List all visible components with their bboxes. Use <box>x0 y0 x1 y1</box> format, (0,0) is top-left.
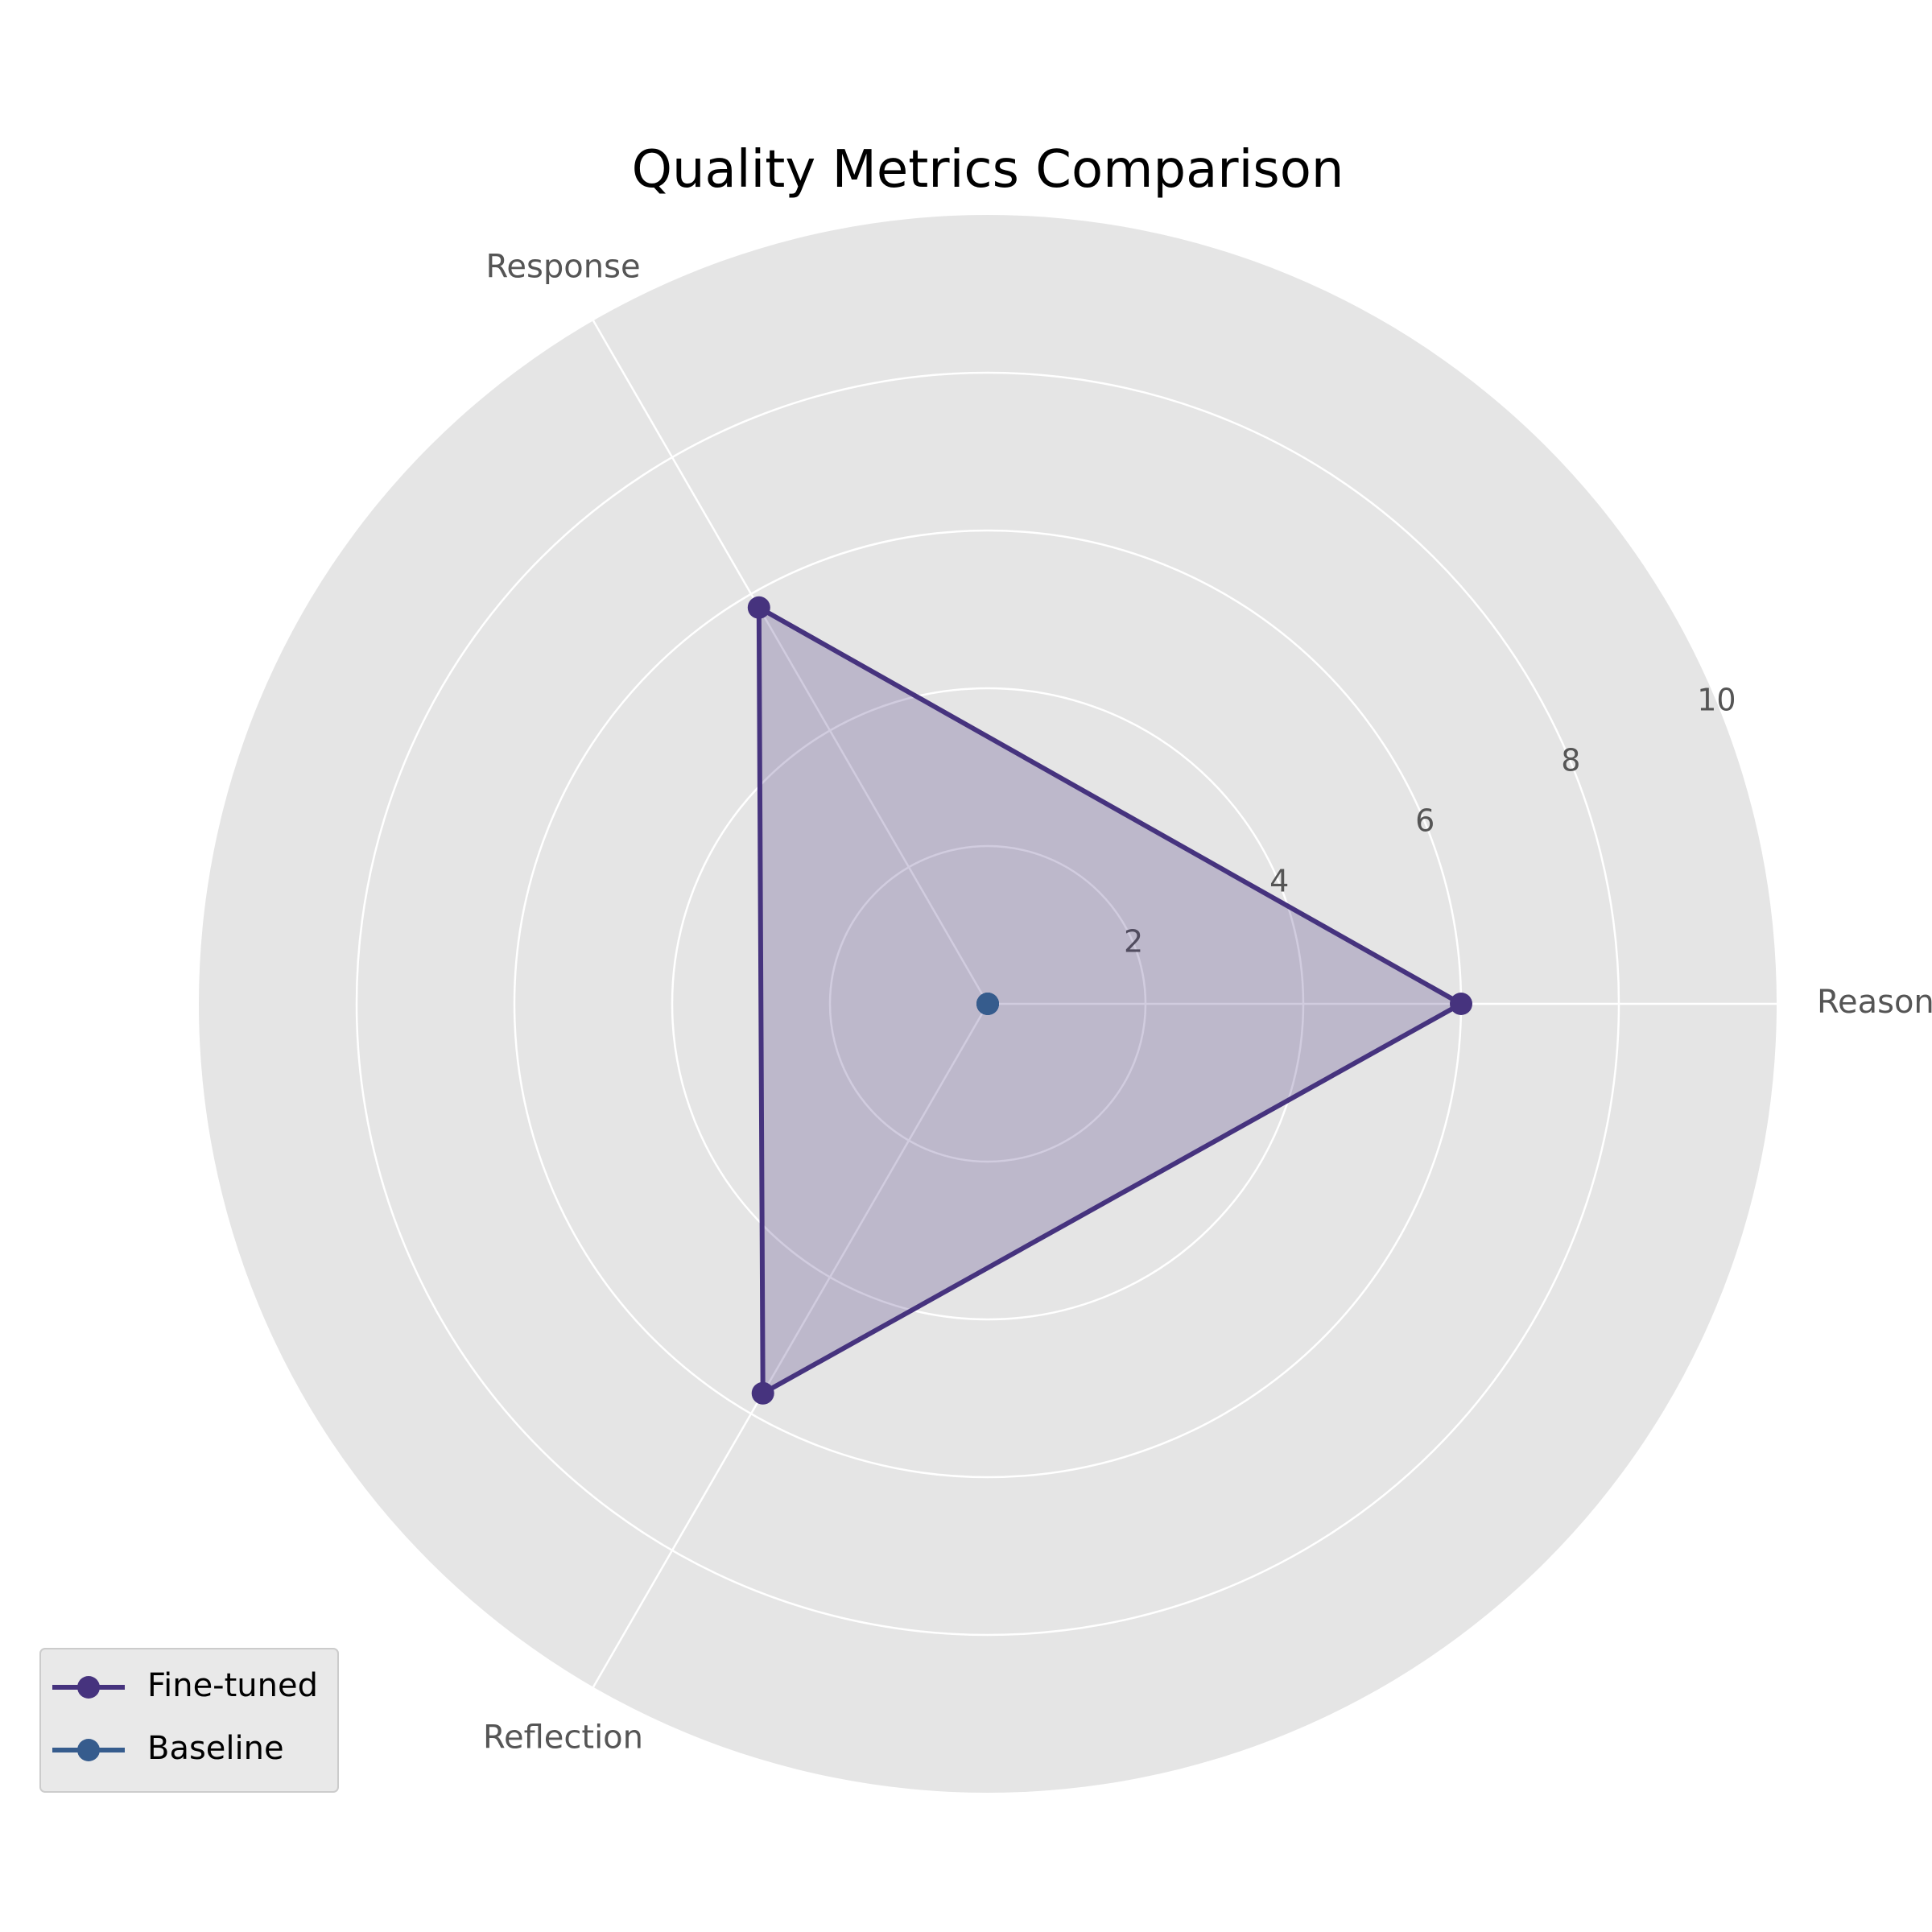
angular-gridlines <box>592 320 1777 1688</box>
data-point <box>751 1381 774 1405</box>
data-point <box>976 993 999 1015</box>
radial-tick-label: 8 <box>1561 742 1580 778</box>
radial-tick-label: 4 <box>1269 863 1289 898</box>
legend-swatch-marker <box>77 1739 100 1761</box>
spoke-line <box>592 320 989 1005</box>
data-point <box>1450 993 1472 1015</box>
radial-tick-label: 6 <box>1415 803 1435 838</box>
category-label: Response <box>485 248 640 285</box>
category-label: Reasoning <box>1817 984 1932 1021</box>
data-point <box>747 596 770 619</box>
category-label: Reflection <box>483 1719 643 1757</box>
radial-tick-label: 2 <box>1124 923 1143 959</box>
legend-box <box>39 1648 339 1793</box>
legend-label: Baseline <box>147 1730 284 1767</box>
legend: Fine-tuned Baseline <box>39 1648 339 1793</box>
chart-title: Quality Metrics Comparison <box>632 140 1344 200</box>
legend-label: Fine-tuned <box>147 1667 318 1704</box>
radial-tick-label: 10 <box>1697 682 1736 717</box>
series-line <box>756 605 1463 1396</box>
spoke-line <box>592 1003 989 1688</box>
series-layer <box>747 596 1472 1405</box>
radial-tick-labels: 2 4 6 8 10 <box>1124 682 1736 959</box>
series-fill <box>758 607 1461 1393</box>
category-labels: Reasoning Response Reflection <box>483 248 1932 1756</box>
legend-swatch-marker <box>77 1676 100 1699</box>
